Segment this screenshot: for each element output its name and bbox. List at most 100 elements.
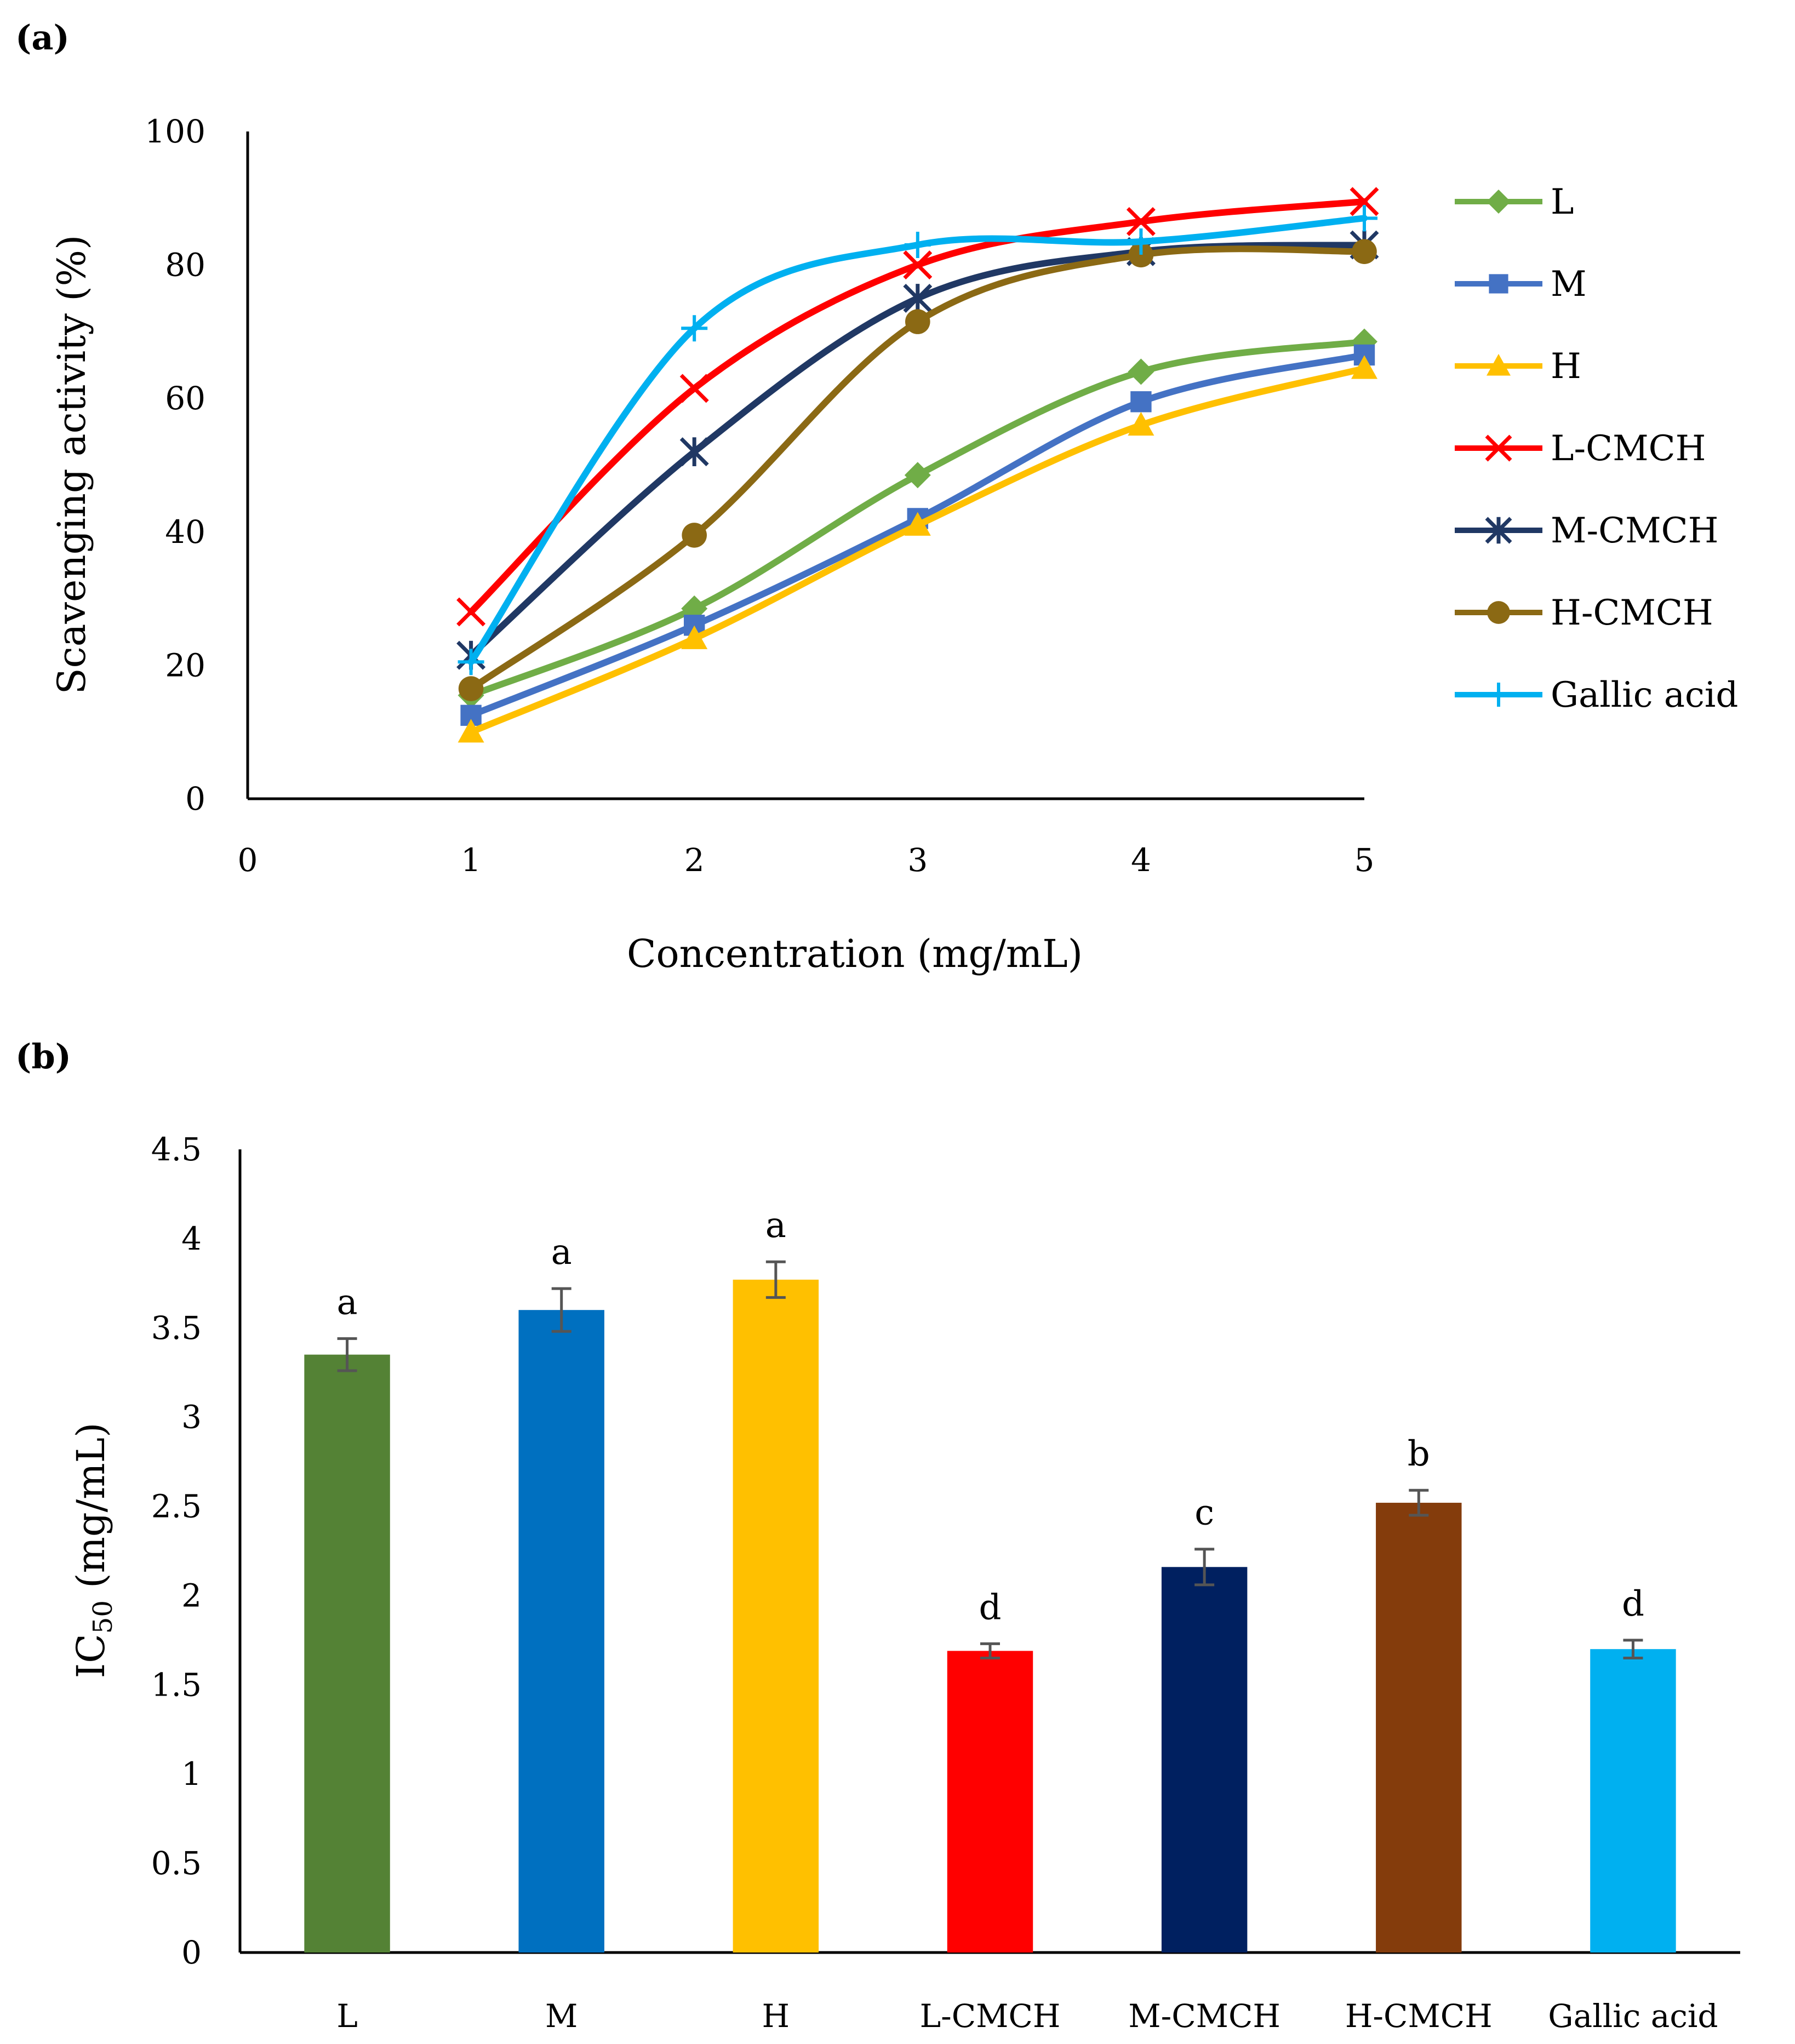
panel-a-y-tick-label: 40 [165,513,205,551]
x-category-label: M [545,1997,578,2035]
panel-a-x-tick-label: 0 [238,841,258,879]
panel-b-y-ticks: 0 0.5 1 1.5 2 2.5 3 3.5 4 4.5 [151,1131,202,1971]
data-point-h-cmch [458,676,484,701]
legend-label: M [1551,264,1587,305]
panel-a-legend: L MH L-CMCH M-CMCH H-CMCH Gallic acid [1455,182,1738,715]
panel-a-y-tick-label: 80 [165,247,205,284]
data-point-l [1128,358,1154,385]
series-l-cmch [456,187,1379,627]
significance-letter: a [551,1232,572,1273]
panel-a-x-tick-label: 1 [461,841,481,879]
bar-group-m: aM [518,1232,604,2035]
panel-b-label: (b) [15,1037,71,1077]
data-point-h-cmch [905,309,930,334]
panel-a-x-tick-label: 3 [907,841,928,879]
panel-b-y-tick-label: 0 [181,1934,202,1971]
data-point-l-cmch [1350,187,1379,216]
data-point-h-cmch [1128,242,1154,268]
data-point-l-cmch [456,597,486,627]
legend-label: Gallic acid [1551,675,1738,715]
series-line-gallic-acid [467,215,1368,666]
ic-unit: (mg/mL) [68,1423,113,1601]
legend-label: H-CMCH [1551,593,1713,633]
series-gallic-acid [458,205,1377,675]
panel-b-y-axis-title: IC50 (mg/mL) [68,1423,118,1679]
panel-b-y-tick-label: 3 [181,1399,202,1436]
legend-marker [1487,601,1510,624]
panel-a-y-tick-label: 60 [165,380,205,417]
data-point-h [681,625,708,649]
data-point-l [904,462,931,489]
panel-b-y-tick-label: 0.5 [151,1845,202,1882]
panel-b-y-tick-label: 2.5 [151,1488,202,1525]
legend-item-m: M [1455,264,1587,305]
legend-item-gallic-acid: Gallic acid [1455,675,1738,715]
legend-label: L [1551,182,1574,222]
bar-group-l-cmch: d L-CMCH [920,1587,1061,2035]
legend-marker [1487,683,1511,707]
data-point-gallic-acid [681,315,708,342]
legend-marker [1485,517,1512,544]
panel-a: (a) 0 20 40 60 80 100 0 1 2 3 4 5 Concentration (m… [15,18,1738,976]
x-category-label: L-CMCH [920,1997,1061,2035]
legend-item-h-cmch: H-CMCH [1455,593,1713,633]
bar-h-cmch [1376,1503,1462,1953]
ic-label: IC [68,1634,113,1678]
significance-letter: b [1408,1434,1430,1474]
legend-item-m-cmch: M-CMCH [1455,511,1718,551]
x-category-label: Gallic acid [1548,1997,1718,2035]
data-point-h [1128,411,1154,436]
panel-a-x-axis-title: Concentration (mg/mL) [627,931,1083,976]
legend-item-l-cmch: L-CMCH [1455,428,1706,469]
panel-b-y-tick-label: 1.5 [151,1666,202,1703]
panel-b-y-tick-label: 3.5 [151,1309,202,1347]
x-category-label: L [336,1997,358,2035]
x-category-label: H-CMCH [1345,1997,1493,2035]
significance-letter: a [336,1282,357,1322]
bar-m [518,1310,604,1953]
panel-b: (b) 00.511.522.533.544.5 aLaMaHdL-CMCHcM… [15,1037,1740,2035]
data-point-h-cmch [682,523,707,548]
bar-group-h: aH [733,1205,819,2035]
data-point-gallic-acid [1128,228,1154,255]
bar-l-cmch [947,1651,1033,1953]
legend-label: L-CMCH [1551,428,1706,469]
significance-letter: d [1622,1584,1644,1624]
panel-a-x-tick-label: 4 [1131,841,1151,879]
bar-l [304,1354,390,1953]
data-point-l-cmch [679,374,709,403]
data-point-l-cmch [903,250,933,280]
data-point-h [458,719,484,743]
panel-a-y-tick-label: 20 [165,646,205,684]
data-point-l-cmch [1126,207,1156,236]
panel-b-y-tick-label: 4 [181,1220,202,1257]
series-line-l-cmch [467,198,1368,615]
data-point-gallic-acid [458,649,484,675]
legend-label: M-CMCH [1551,511,1718,551]
panel-a-y-tick-label: 0 [185,780,205,817]
series-h-cmch [458,239,1377,701]
x-category-label: H [762,1997,790,2035]
panel-a-series [456,187,1379,743]
legend-marker [1489,274,1508,294]
panel-a-gridless-axes [246,131,1364,800]
bar-group-l: aL [304,1282,390,2035]
panel-a-x-ticks: 0 1 2 3 4 5 [238,841,1375,879]
legend-item-l: L [1455,182,1574,222]
panel-a-x-tick-label: 2 [684,841,705,879]
series-line-h [467,365,1368,736]
data-point-m-cmch [903,284,933,313]
bar-gallic-acid [1590,1649,1676,1953]
x-category-label: M-CMCH [1128,1997,1280,2035]
series-line-h-cmch [467,245,1368,692]
panel-a-y-tick-label: 100 [145,113,205,150]
bar-h [733,1279,819,1953]
panel-b-y-tick-label: 2 [181,1577,202,1614]
bar-group-h-cmch: b H-CMCH [1345,1434,1493,2035]
legend-item-h: H [1455,346,1581,387]
data-point-gallic-acid [904,232,931,259]
significance-letter: d [979,1587,1002,1628]
panel-b-y-tick-label: 1 [181,1755,202,1793]
